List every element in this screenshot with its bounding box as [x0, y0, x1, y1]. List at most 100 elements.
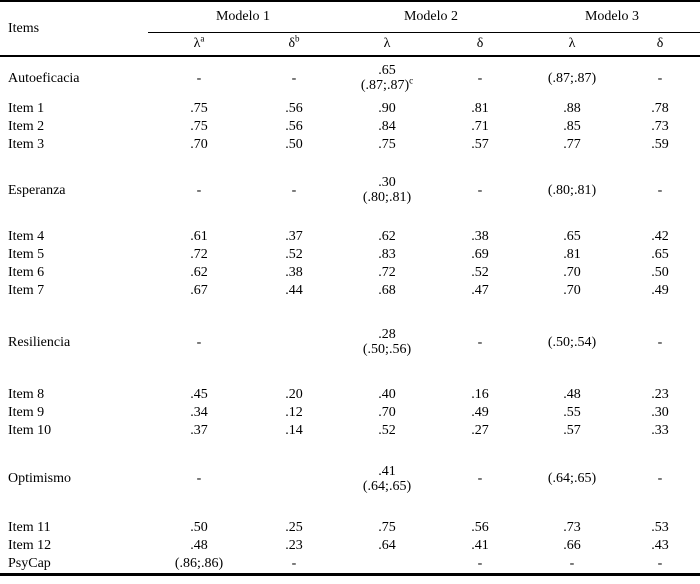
cell-m3-delta: .73	[651, 118, 669, 134]
cell-m1-delta: .25	[285, 519, 303, 535]
cell-label: Item 11	[8, 519, 51, 535]
cell-m2-delta: .81	[471, 100, 489, 116]
cell-label: Item 12	[8, 537, 52, 553]
cell-m1-delta	[250, 299, 338, 385]
ci-text: (.64;.65)	[362, 478, 412, 494]
cell-m1-delta: .20	[285, 386, 303, 402]
cell-m2-lambda: .41 (.64;.65)	[338, 439, 436, 518]
cell-m3-lambda: .85	[563, 118, 581, 134]
cell-m3-delta: .30	[651, 404, 669, 420]
row-item-6: Item 6 .62 .38 .72 .52 .70 .50	[0, 263, 700, 281]
cell-m1-delta: -	[291, 70, 297, 86]
cell-label: Optimismo	[8, 471, 72, 486]
cell-m3-delta: .53	[651, 519, 669, 535]
header-m3-lambda: λ	[524, 32, 620, 57]
cell-m2-lambda: .70	[378, 404, 396, 420]
cell-m1-lambda: .48	[190, 537, 208, 553]
delta-symbol: δ	[656, 36, 664, 52]
cell-label: Item 5	[8, 246, 45, 262]
lambda-symbol: λ	[568, 36, 576, 52]
factor-loading-value: .65	[378, 63, 396, 78]
factor-loading-value: .28	[378, 327, 396, 342]
cell-m3-lambda: (.64;.65)	[547, 471, 597, 486]
cell-m3-lambda: .66	[563, 537, 581, 553]
cell-m1-lambda: .50	[190, 519, 208, 535]
cell-m2-lambda: .75	[378, 519, 396, 535]
cell-m3-delta: -	[657, 334, 663, 350]
cell-m2-lambda: .90	[378, 100, 396, 116]
header-modelo-2: Modelo 2	[338, 1, 524, 33]
row-item-8: Item 8 .45 .20 .40 .16 .48 .23	[0, 385, 700, 403]
cell-m2-lambda: .84	[378, 118, 396, 134]
cell-label: Esperanza	[8, 182, 66, 198]
cell-m3-delta: .42	[651, 228, 669, 244]
cell-m3-delta: -	[657, 471, 663, 486]
cell-m1-delta: .56	[285, 100, 303, 116]
row-item-1: Item 1 .75 .56 .90 .81 .88 .78	[0, 99, 700, 117]
row-item-5: Item 5 .72 .52 .83 .69 .81 .65	[0, 245, 700, 263]
cell-label: Item 7	[8, 282, 45, 298]
cell-label: PsyCap	[8, 555, 51, 571]
cell-m2-lambda	[338, 554, 436, 574]
row-optimismo: Optimismo - .41 (.64;.65) - (.64;.65) -	[0, 439, 700, 518]
header-m1-lambda: λa	[148, 32, 250, 57]
cell-m3-lambda: .73	[563, 519, 581, 535]
cell-label: Item 10	[8, 422, 52, 438]
cell-m1-lambda: .37	[190, 422, 208, 438]
cell-m1-lambda: -	[196, 182, 202, 198]
cell-m3-lambda: .55	[563, 404, 581, 420]
cell-label: Item 1	[8, 100, 45, 116]
cell-m1-delta: .37	[285, 228, 303, 244]
cell-m2-lambda: .62	[378, 228, 396, 244]
cell-m1-lambda: .75	[190, 100, 208, 116]
cell-m1-lambda: -	[196, 70, 202, 86]
cell-m2-delta: .69	[471, 246, 489, 262]
cell-label: Item 9	[8, 404, 45, 420]
cell-m1-delta: -	[291, 182, 297, 198]
cell-m1-delta: .44	[285, 282, 303, 298]
header-group-row: Items Modelo 1 Modelo 2 Modelo 3	[0, 1, 700, 57]
row-item-10: Item 10 .37 .14 .52 .27 .57 .33	[0, 421, 700, 439]
cell-label: Item 2	[8, 118, 45, 134]
factor-loading-value: .30	[378, 175, 396, 190]
cell-m3-delta: .49	[651, 282, 669, 298]
row-item-9: Item 9 .34 .12 .70 .49 .55 .30	[0, 403, 700, 421]
header-m2-lambda: λ	[338, 32, 436, 57]
cell-m1-lambda: .72	[190, 246, 208, 262]
cell-m1-delta: .23	[285, 537, 303, 553]
cell-m3-delta: .43	[651, 537, 669, 553]
header-items: Items	[0, 1, 148, 57]
row-item-11: Item 11 .50 .25 .75 .56 .73 .53	[0, 518, 700, 536]
ci-text: (.80;.81)	[362, 190, 412, 205]
ci-text: (.87;.87)	[360, 78, 410, 93]
factor-loading-value: .41	[378, 463, 396, 479]
cell-m2-lambda: .64	[378, 537, 396, 553]
factor-ci-value: (.87;.87)c	[338, 76, 436, 93]
delta-symbol: δ	[476, 36, 484, 52]
cell-m1-delta: .12	[285, 404, 303, 420]
cell-m1-lambda: .45	[190, 386, 208, 402]
cell-m3-delta: -	[657, 182, 663, 198]
cell-m1-lambda: -	[196, 471, 202, 486]
header-m3-delta: δ	[620, 32, 700, 57]
cell-m1-lambda: .34	[190, 404, 208, 420]
row-item-12: Item 12 .48 .23 .64 .41 .66 .43	[0, 536, 700, 554]
cell-m1-delta: .52	[285, 246, 303, 262]
cell-m2-lambda: .28 (.50;.56)	[338, 299, 436, 385]
cell-m2-lambda: .52	[378, 422, 396, 438]
cell-m3-lambda: .81	[563, 246, 581, 262]
lambda-symbol: λ	[383, 36, 391, 52]
cell-m1-lambda: .62	[190, 264, 208, 280]
cell-m2-delta: -	[477, 471, 483, 486]
cell-m2-delta: .47	[471, 282, 489, 298]
cell-m2-delta: -	[477, 182, 483, 198]
cell-m3-lambda: .70	[563, 282, 581, 298]
row-autoeficacia: Autoeficacia - - .65 (.87;.87)c - (.87;.…	[0, 56, 700, 99]
cell-m1-lambda: (.86;.86)	[174, 555, 224, 571]
row-resiliencia: Resiliencia - .28 (.50;.56) - (.50;.54) …	[0, 299, 700, 385]
cell-m2-delta: .57	[471, 136, 489, 152]
row-item-7: Item 7 .67 .44 .68 .47 .70 .49	[0, 281, 700, 299]
cell-m1-delta: .56	[285, 118, 303, 134]
cell-m2-lambda: .83	[378, 246, 396, 262]
